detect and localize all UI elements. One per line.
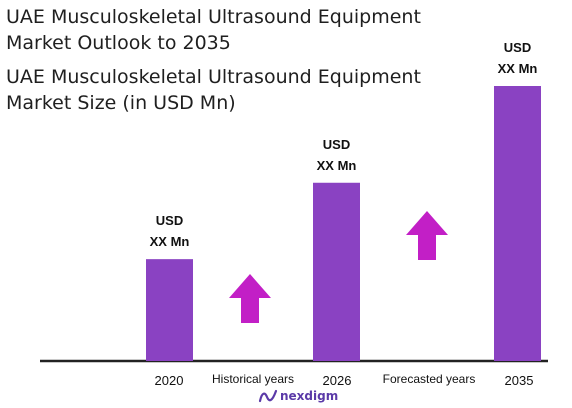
data-label-2035-line-2: XX Mn [498, 61, 538, 76]
bar-2035 [494, 86, 541, 361]
growth-arrow-icon-historical [229, 274, 271, 323]
bar-2026 [313, 182, 360, 361]
growth-arrow-icon-forecast [406, 211, 448, 260]
brand-logo: nexdigm [258, 386, 338, 406]
chart-title: UAE Musculoskeletal Ultrasound Equipment… [6, 6, 421, 54]
data-label-2026-line-2: XX Mn [317, 158, 357, 173]
brand-name: nexdigm [280, 389, 339, 403]
chart-subtitle: UAE Musculoskeletal Ultrasound Equipment… [6, 66, 421, 114]
x-tick-label-2035: 2035 [505, 373, 534, 388]
nexdigm-logo-icon [258, 389, 278, 403]
data-label-2026-line-1: USD [323, 137, 350, 152]
period-label-1: Historical years [212, 372, 294, 386]
data-label-2020-line-2: XX Mn [150, 234, 190, 249]
x-tick-label-2026: 2026 [323, 373, 352, 388]
bar-2020 [146, 259, 193, 361]
data-label-2020-line-1: USD [156, 213, 183, 228]
x-tick-label-2020: 2020 [155, 373, 184, 388]
data-label-2035-line-1: USD [504, 40, 531, 55]
period-label-2: Forecasted years [383, 372, 476, 386]
